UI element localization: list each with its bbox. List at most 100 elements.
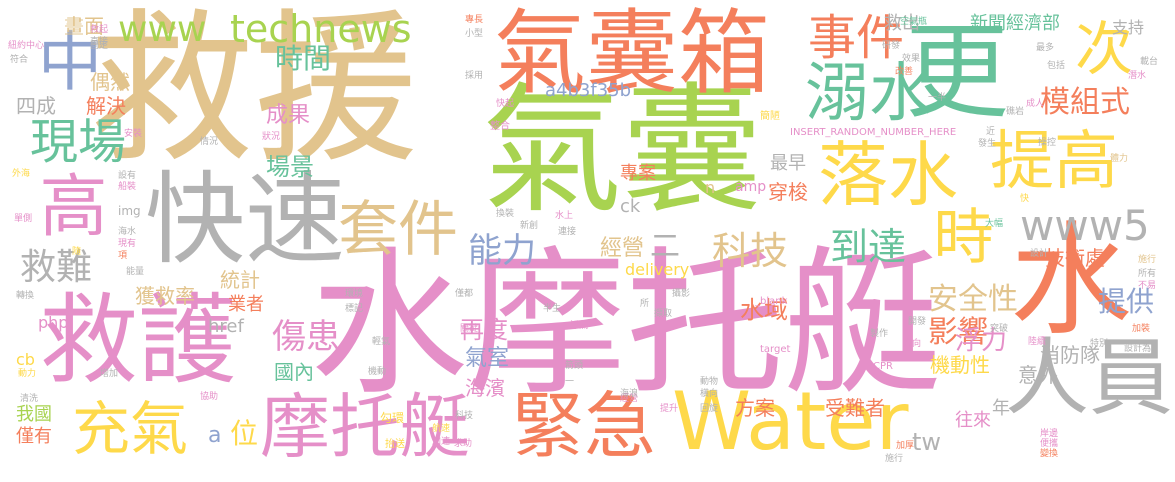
word-t-gaishan: 改善 [895, 67, 914, 77]
word-t-dongwu: 動物 [700, 377, 719, 387]
word-tw: tw [912, 428, 942, 456]
word-jiuyuan: 救援 [90, 0, 419, 185]
word-gao: 高 [27, 170, 106, 238]
word-t-tili: 體力 [1110, 154, 1129, 164]
word-motuoting: 摩托艇 [260, 386, 470, 468]
word-xianchang: 現場 [30, 114, 127, 170]
word-shui-motuoting: 水摩托艇 [310, 233, 942, 417]
word-t-bansheng: 半生 [543, 304, 562, 314]
word-delivery: delivery [625, 260, 690, 279]
word-sicheng: 四成 [16, 94, 56, 118]
word-t-fuqi: 浮氣 [570, 321, 589, 331]
word-anquanxing: 安全性 [928, 282, 1018, 317]
word-t-chengren: 成人 [1026, 99, 1045, 109]
word-t-tebie: 特別 [1090, 339, 1109, 349]
word-t-kongqiping: 空氣瓶 [900, 17, 928, 27]
word-php: php [38, 313, 69, 332]
word-t-guoding: 固定 [90, 41, 109, 51]
word-t-keji2: 科技 [455, 411, 474, 421]
word-chengguo: 成果 [266, 103, 311, 128]
word-haibin: 海濱 [465, 376, 505, 400]
word-luoshui: 落水 [818, 134, 958, 216]
word-t-jietu: 擷取 [654, 309, 673, 319]
word-www5: www5 [1020, 201, 1150, 250]
word-nian: 年 [992, 398, 1010, 419]
word-t-zhuanhuan: 轉換 [16, 291, 35, 301]
word-t-laoban: 攝影 [672, 289, 691, 299]
word-t-dengshui: 潛水 [1128, 71, 1147, 81]
word-t-qingdai: 清洗 [20, 394, 39, 404]
word-shijian: 事件 [808, 10, 905, 66]
word-xiaofangdui: 消防隊 [1040, 343, 1100, 367]
word-shui: 水 [1010, 210, 1132, 352]
word-fangan: 方案 [735, 396, 775, 420]
word-t-sui: 隨 [72, 247, 82, 257]
word-changjing: 場景 [266, 153, 314, 181]
word-tongji: 統計 [220, 268, 260, 292]
word-niushui: 溺水 [805, 57, 933, 131]
word-t-huixuan: 回旋 [700, 404, 719, 414]
word-taojian: 套件 [338, 195, 458, 265]
word-t-taisong: 抬送 [385, 439, 405, 450]
word-t-mayue: 橫向 [700, 389, 719, 399]
word-t-jiafang: 加厚 [896, 441, 915, 451]
word-qishi: 氣室 [465, 346, 510, 371]
word-t-xietiao: 協助 [200, 392, 219, 402]
word-renyuan: 人員 [1005, 329, 1174, 427]
word-wei: 位 [230, 417, 259, 450]
word-t-jiantou: 箭頭 [565, 361, 584, 371]
word-t-biaoji: 標記 [345, 304, 364, 314]
word-t-suoyou: 所有 [1138, 269, 1157, 279]
word-t-qiuzhu: 求助 [454, 439, 473, 449]
word-shuiyu: 水域 [740, 296, 788, 324]
word-n: n [705, 178, 716, 197]
word-jiuhu: 救護 [40, 284, 237, 398]
word-jidongxing: 機動性 [930, 353, 990, 377]
word-placeholder: INSERT_RANDOM_NUMBER_HERE [790, 127, 957, 138]
word-t-jiantuo: 簡陋 [760, 111, 780, 122]
word-t-qingkuang: 情況 [200, 137, 219, 147]
word-jingying: 經營 [600, 236, 645, 261]
word-cb: cb [16, 350, 35, 369]
word-shanghuan: 傷患 [272, 317, 340, 357]
word-t-danceng: 單側 [14, 214, 33, 224]
word-t-yanghuo: 安裝 [124, 129, 143, 139]
word-ci: 次 [1065, 18, 1133, 76]
word-t-fasheng: 發生 [978, 139, 997, 149]
word-t-lianjie: 連接 [558, 227, 577, 237]
word-wanglai: 往來 [955, 410, 991, 431]
word-t-jiaoyan: 礁岩 [1006, 107, 1025, 117]
word-jiejue: 解決 [86, 94, 126, 118]
word-www: www [118, 9, 207, 50]
word-zhichi: 支持 [1112, 18, 1145, 37]
word-fuli: 浮力 [955, 326, 1008, 356]
word-t-bianhuan: 變換 [1040, 449, 1059, 459]
word-t-chuzhong: 紐約中心 [8, 41, 45, 51]
word-t-yanfa: 研發 [882, 41, 901, 51]
word-t-jixie: 機動 [368, 367, 387, 377]
word-t-dongli: 動力 [18, 369, 37, 379]
word-zuizao: 最早 [770, 153, 806, 174]
word-zhuanan: 專案 [620, 163, 656, 184]
word-t-shilian: 勾環 [380, 411, 405, 425]
word-jiuchu: 救出 [884, 13, 920, 34]
word-jiunan: 救難 [20, 247, 93, 288]
word-t-chuanzhuang: 船裝 [118, 182, 137, 192]
word-t-haishou: 海浪 [620, 389, 639, 399]
word-water: Water [672, 375, 909, 468]
word-mozushi: 模組式 [1040, 85, 1130, 120]
word-t-kaishe: 開發 [908, 317, 927, 327]
word-t-huanzhuang: 換裝 [496, 209, 515, 219]
word-t-zhizuo: 製作 [870, 329, 889, 339]
word-t-tuopo: 突破 [990, 324, 1009, 334]
word-t-qingqi: 輕氣 [372, 337, 391, 347]
word-qinangxiang: 氣囊箱 [494, 0, 771, 107]
word-t-suo: 所 [640, 299, 650, 309]
word-t-caokong: 操控 [1038, 138, 1057, 148]
word-yiwai: 意外 [1018, 363, 1058, 387]
word-jishuchu: 技術處 [1045, 246, 1105, 270]
word-t-zuiduo: 最多 [1036, 43, 1055, 53]
word-t-zengjia: 增加 [100, 369, 119, 379]
word-t-guanjian: 關鍵 [460, 324, 479, 334]
word-t-jiasu: 加速 [432, 437, 451, 447]
